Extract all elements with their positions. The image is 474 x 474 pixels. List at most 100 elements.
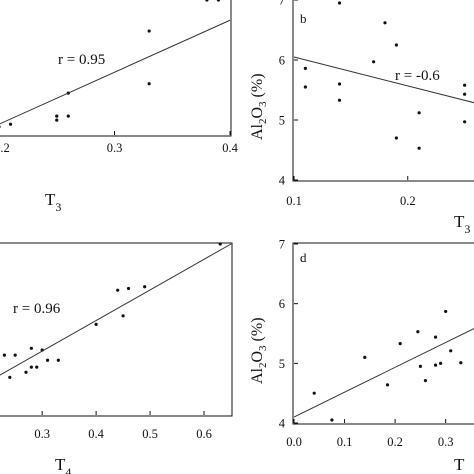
panel-d-xtick-label-2: 0.2 (387, 435, 403, 449)
panel-a-point-6 (147, 82, 151, 86)
panel-b-label: b (300, 11, 307, 26)
panel-c-point-15 (218, 242, 222, 246)
panel-d-fit-line (293, 327, 474, 418)
panel-b-frame (292, 0, 474, 182)
panel-c-xtick-label-1: 0.4 (88, 427, 104, 441)
panel-c-point-14 (143, 285, 147, 289)
panel-b: 0.1 0.2 4 5 6 7 b r = -0.6 Al2O3 (%) T3 (249, 0, 474, 236)
panel-c-point-12 (121, 314, 125, 318)
panel-b-point-10 (417, 146, 421, 150)
panel-b-point-2 (337, 1, 342, 5)
panel-d-xtick-label-0: 0.0 (286, 435, 302, 449)
panel-d-ylabel: Al2O3 (%) (249, 317, 269, 384)
panel-b-xlabel: T3 (454, 212, 470, 236)
panel-d: 0.0 0.1 0.2 0.3 4 5 6 7 d Al2O3 (%) T (249, 238, 474, 474)
panel-a-point-0 (0, 125, 1, 129)
panel-b-point-12 (463, 92, 467, 96)
panel-d-frame (292, 242, 474, 425)
panel-d-ticks: 0.0 0.1 0.2 0.3 4 5 6 7 (279, 238, 454, 450)
panel-b-ylabel: Al2O3 (%) (249, 73, 269, 140)
panel-a-point-9 (216, 0, 221, 2)
panel-c-xtick-label-2: 0.5 (142, 427, 158, 441)
panel-c-ticks: 0.3 0.4 0.5 0.6 (34, 411, 212, 441)
panel-c-point-3 (24, 370, 28, 374)
panel-c-point-5 (29, 365, 33, 369)
panel-d-point-3 (385, 383, 390, 387)
panel-b-ytick-label-1: 5 (279, 114, 285, 128)
panel-d-point-9 (433, 363, 438, 367)
panel-b-point-7 (394, 43, 398, 47)
panel-d-point-6 (418, 364, 422, 368)
panel-c-point-8 (45, 358, 50, 362)
panel-d-point-10 (439, 361, 443, 365)
panel-d-ytick-label-0: 4 (279, 417, 286, 431)
panel-d-label: d (300, 250, 307, 265)
panel-c-point-13 (126, 286, 131, 291)
panel-c-annotation: r = 0.96 (13, 301, 61, 317)
panel-b-ticks: 0.1 0.2 4 5 6 7 (279, 0, 416, 208)
panel-a-xlabel: T3 (45, 190, 61, 214)
panel-b-ytick-label-3: 7 (279, 0, 285, 8)
panel-d-xtick-label-3: 0.3 (438, 435, 454, 449)
panel-c-point-4 (29, 346, 33, 350)
panel-c-fit-line (0, 243, 232, 376)
panel-b-point-13 (463, 120, 467, 124)
panel-d-point-0 (312, 391, 316, 395)
panel-b-xtick-label-0: 0.1 (286, 194, 302, 208)
panel-b-point-6 (383, 21, 387, 25)
panel-c-points (2, 242, 222, 379)
panel-a-point-8 (205, 0, 209, 2)
panel-c-xtick-label-3: 0.6 (196, 427, 212, 441)
panel-d-point-8 (433, 335, 438, 339)
panel-b-point-8 (394, 136, 398, 140)
panel-c: 0.3 0.4 0.5 0.6 r = 0.96 T4 (0, 242, 233, 474)
panel-c-xtick-label-0: 0.3 (34, 427, 50, 441)
panel-d-xlabel: T (454, 455, 465, 474)
panel-a-point-1 (8, 122, 13, 126)
panel-d-ytick-label-2: 6 (279, 297, 285, 311)
panel-c-point-11 (116, 288, 120, 292)
panel-d-ytick-label-1: 5 (279, 357, 285, 371)
panel-b-annotation: r = -0.6 (395, 68, 440, 84)
panel-c-point-0 (2, 353, 6, 357)
panel-a-frame (0, 0, 232, 137)
panel-a-annotation: r = 0.95 (58, 52, 105, 68)
panel-d-point-2 (363, 355, 367, 359)
panel-b-ytick-label-0: 4 (279, 174, 286, 188)
panel-b-point-5 (372, 60, 376, 64)
panel-a-xtick-label-2: 0.4 (222, 141, 238, 155)
panel-c-point-6 (35, 365, 39, 369)
panel-a-ticks: .2 0.3 0.4 (0, 131, 239, 155)
panel-b-point-0 (303, 66, 307, 70)
panel-b-point-1 (303, 85, 307, 89)
panel-b-points (303, 1, 467, 150)
panel-a-fit-line (0, 19, 231, 125)
panel-a-point-7 (147, 29, 151, 33)
panel-d-point-4 (398, 342, 402, 346)
panel-d-point-11 (444, 309, 448, 314)
panel-b-point-3 (337, 82, 342, 86)
panel-c-frame (0, 242, 233, 417)
panel-a-xtick-label-0: .2 (0, 141, 9, 155)
panel-b-xtick-label-1: 0.2 (400, 194, 416, 208)
panel-b-point-9 (417, 111, 421, 115)
panel-d-point-13 (459, 361, 463, 365)
panel-c-xlabel: T4 (55, 455, 71, 474)
panel-d-point-1 (330, 418, 334, 422)
panel-c-point-9 (56, 358, 60, 362)
panel-d-point-5 (416, 330, 420, 334)
panel-c-point-1 (8, 375, 12, 379)
panel-c-point-2 (13, 353, 17, 357)
panel-a-xtick-label-1: 0.3 (107, 141, 123, 155)
panel-a-point-4 (66, 114, 70, 118)
panel-d-point-7 (423, 379, 428, 383)
panel-d-points (312, 309, 463, 422)
panel-a-point-3 (55, 114, 59, 118)
panel-b-point-11 (463, 83, 467, 87)
panel-a: .2 0.3 0.4 r = 0.95 T3 (0, 0, 239, 214)
panel-a-point-2 (55, 118, 59, 122)
panel-b-ytick-label-2: 6 (279, 54, 285, 68)
panel-b-fit-line (293, 56, 474, 104)
panel-d-point-12 (449, 349, 453, 353)
